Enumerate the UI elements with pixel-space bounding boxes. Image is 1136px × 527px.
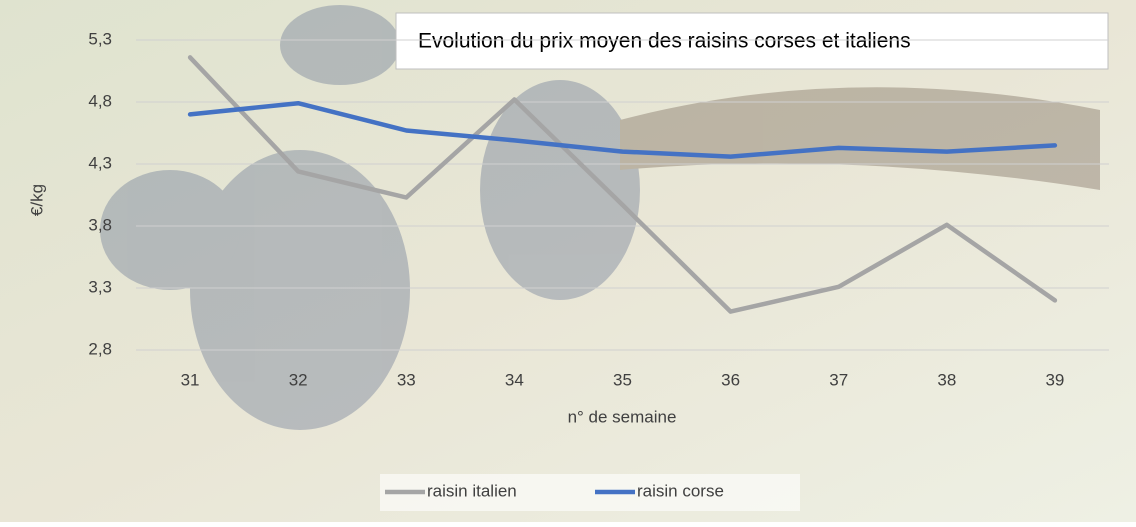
series-line [187,100,1058,159]
y-axis-title: €/kg [27,184,46,216]
y-tick-label: 5,3 [88,29,112,48]
legend-label: raisin italien [427,481,517,500]
x-tick-label: 38 [937,370,956,389]
grape-decor [100,5,1100,430]
chart-title: Evolution du prix moyen des raisins cors… [418,30,911,53]
x-tick-label: 37 [829,370,848,389]
y-tick-label: 4,3 [88,153,112,172]
series-line [187,55,1058,314]
title-box [395,12,1109,70]
x-tick-label: 32 [289,370,308,389]
y-tick-label: 3,3 [88,277,112,296]
x-tick-label: 36 [721,370,740,389]
legend [380,474,800,511]
y-tick-label: 2,8 [88,339,112,358]
y-tick-label: 4,8 [88,91,112,110]
x-axis-title: n° de semaine [568,407,677,426]
x-tick-label: 35 [613,370,632,389]
x-tick-label: 33 [397,370,416,389]
legend-label: raisin corse [637,481,724,500]
x-tick-label: 39 [1045,370,1064,389]
x-tick-label: 31 [181,370,200,389]
x-tick-label: 34 [505,370,524,389]
y-tick-label: 3,8 [88,215,112,234]
